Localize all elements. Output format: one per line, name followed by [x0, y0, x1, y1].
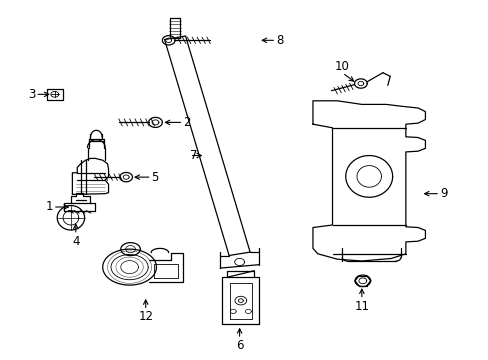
Text: 10: 10	[334, 60, 349, 73]
Text: 1: 1	[45, 201, 53, 213]
Text: 9: 9	[439, 187, 447, 200]
Text: 7: 7	[189, 149, 197, 162]
Text: 6: 6	[235, 339, 243, 352]
Text: 8: 8	[276, 34, 283, 47]
Text: 12: 12	[138, 310, 153, 323]
Text: 11: 11	[354, 300, 368, 312]
Text: 2: 2	[183, 116, 190, 129]
Text: 4: 4	[72, 235, 80, 248]
Text: 5: 5	[151, 171, 159, 184]
Text: 3: 3	[28, 88, 35, 101]
